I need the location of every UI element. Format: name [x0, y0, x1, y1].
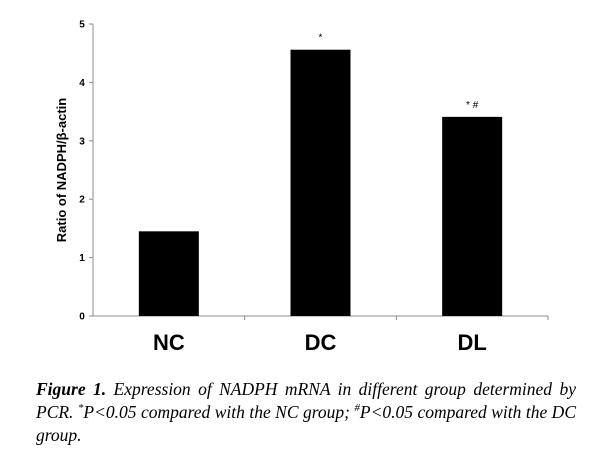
y-tick-label: 1	[79, 253, 85, 264]
x-tick-label: DL	[458, 330, 487, 355]
bar-nc	[138, 231, 199, 316]
bar-dc	[290, 49, 351, 317]
chart-bars	[138, 49, 503, 317]
significance-label: * #	[466, 100, 479, 111]
figure-label: Figure 1.	[36, 379, 107, 399]
bar-dl	[442, 116, 503, 316]
y-tick-label: 2	[79, 195, 85, 206]
caption-text-1: Expression of NADPH mRNA in different gr…	[36, 379, 576, 422]
chart-labels: 0 1 2 3 4 5 NC DC * DL * #	[79, 20, 487, 356]
caption-text-3: P<0.05 compared with the DC group.	[36, 402, 576, 445]
figure-caption: Figure 1. Expression of NADPH mRNA in di…	[36, 378, 576, 447]
caption-text-2: P<0.05 compared with the NC group;	[83, 402, 355, 422]
y-tick-label: 0	[79, 312, 85, 323]
y-tick-label: 4	[79, 78, 85, 89]
x-tick-label: DC	[305, 330, 337, 355]
y-tick-label: 3	[79, 136, 85, 147]
caption-sup-2: #	[354, 402, 360, 415]
x-tick-label: NC	[153, 330, 185, 355]
y-axis-label: Ratio of NADPH/β-actin	[54, 98, 69, 242]
y-tick-label: 5	[79, 20, 85, 31]
significance-label: *	[319, 33, 323, 44]
caption-sup-1: *	[77, 402, 84, 415]
